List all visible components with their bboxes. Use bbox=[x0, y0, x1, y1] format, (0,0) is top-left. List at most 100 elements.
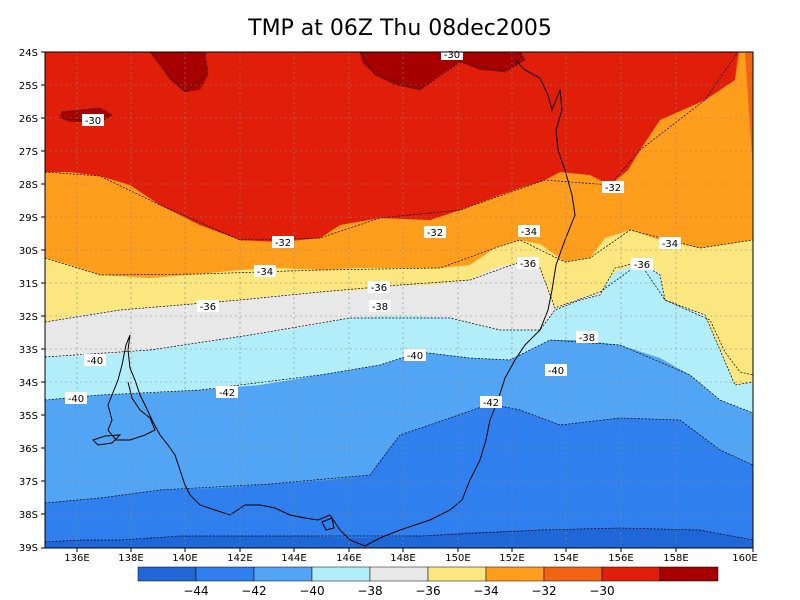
contour-label: -34 bbox=[659, 237, 681, 250]
band-warmest-center bbox=[360, 52, 525, 90]
svg-text:-32: -32 bbox=[275, 238, 291, 249]
lat-label: 26S bbox=[19, 114, 38, 125]
colorbar-swatch bbox=[485, 566, 545, 582]
svg-text:-36: -36 bbox=[371, 283, 387, 294]
lon-label: 160E bbox=[732, 553, 757, 564]
lat-label: 29S bbox=[19, 213, 38, 224]
lat-label: 25S bbox=[19, 81, 38, 92]
contour-label: -42 bbox=[216, 386, 238, 399]
svg-text:-34: -34 bbox=[521, 227, 537, 238]
contour-label: -30 bbox=[441, 48, 463, 61]
colorbar-label: −38 bbox=[357, 584, 382, 598]
longitude-labels: 136E 138E 140E 142E 144E 146E 148E 150E … bbox=[64, 553, 757, 564]
contour-lines bbox=[45, 52, 753, 543]
svg-text:-34: -34 bbox=[662, 239, 678, 250]
contour-label: -32 bbox=[424, 226, 446, 239]
lon-label: 156E bbox=[608, 553, 633, 564]
svg-text:-36: -36 bbox=[634, 260, 650, 271]
colorbar-swatch bbox=[311, 566, 371, 582]
lat-label: 31S bbox=[19, 279, 38, 290]
contour-label: -34 bbox=[518, 225, 540, 238]
colorbar-swatch bbox=[137, 566, 197, 582]
lat-label: 28S bbox=[19, 180, 38, 191]
contour-label: -34 bbox=[254, 265, 276, 278]
svg-text:-40: -40 bbox=[87, 356, 103, 367]
contour-label: -36 bbox=[517, 257, 539, 270]
colorbar-swatch bbox=[543, 566, 603, 582]
lon-label: 154E bbox=[553, 553, 578, 564]
colorbar-label: −34 bbox=[473, 584, 498, 598]
lon-label: 158E bbox=[663, 553, 688, 564]
grid bbox=[45, 52, 753, 548]
band-above-28 bbox=[45, 52, 738, 242]
svg-text:-38: -38 bbox=[372, 302, 388, 313]
contour-label: -36 bbox=[368, 281, 390, 294]
contour-label: -40 bbox=[84, 354, 106, 367]
colorbar-label: −32 bbox=[531, 584, 556, 598]
band-warmest-west bbox=[150, 52, 208, 92]
contour-label: -36 bbox=[631, 258, 653, 271]
lat-label: 30S bbox=[19, 246, 38, 257]
svg-text:-36: -36 bbox=[200, 302, 216, 313]
lon-label: 136E bbox=[64, 553, 89, 564]
contour-label: -38 bbox=[369, 300, 391, 313]
contour-label: -40 bbox=[404, 349, 426, 362]
svg-text:-30: -30 bbox=[444, 50, 460, 61]
colorbar-label: −36 bbox=[415, 584, 440, 598]
colorbar-swatch bbox=[195, 566, 255, 582]
lat-label: 37S bbox=[19, 477, 38, 488]
colorbar-label: −42 bbox=[241, 584, 266, 598]
lon-label: 150E bbox=[445, 553, 470, 564]
svg-text:-36: -36 bbox=[520, 259, 536, 270]
lat-label: 32S bbox=[19, 312, 38, 323]
svg-text:-32: -32 bbox=[605, 183, 621, 194]
colorbar-swatch bbox=[601, 566, 661, 582]
filled-contours bbox=[45, 52, 753, 548]
svg-text:-40: -40 bbox=[407, 351, 423, 362]
colorbar-label: −44 bbox=[183, 584, 208, 598]
colorbar-swatch bbox=[253, 566, 313, 582]
lon-label: 146E bbox=[336, 553, 361, 564]
lat-label: 36S bbox=[19, 444, 38, 455]
colorbar: −44 −42 −40 −38 −36 −34 −32 −30 bbox=[137, 566, 719, 598]
lat-label: 24S bbox=[19, 48, 38, 59]
svg-text:-30: -30 bbox=[85, 116, 101, 127]
svg-text:-40: -40 bbox=[68, 394, 84, 405]
contour-label: -40 bbox=[65, 392, 87, 405]
svg-text:-42: -42 bbox=[483, 398, 499, 409]
contour-label: -32 bbox=[602, 181, 624, 194]
lat-label: 35S bbox=[19, 411, 38, 422]
lat-label: 39S bbox=[19, 543, 38, 554]
contour-label: -42 bbox=[480, 396, 502, 409]
contour-label: -36 bbox=[197, 300, 219, 313]
coastline bbox=[92, 59, 576, 547]
colorbar-label: −40 bbox=[299, 584, 324, 598]
lon-label: 152E bbox=[499, 553, 524, 564]
contour-label: -40 bbox=[545, 364, 567, 377]
lat-label: 33S bbox=[19, 345, 38, 356]
svg-text:-38: -38 bbox=[579, 333, 595, 344]
lon-label: 138E bbox=[118, 553, 143, 564]
latitude-labels: 24S 25S 26S 27S 28S 29S 30S 31S 32S 33S … bbox=[19, 48, 38, 554]
contour-label: -38 bbox=[576, 331, 598, 344]
contour-labels: -30 -30 -32 -32 -32 -34 -34 -34 -36 -36 … bbox=[65, 48, 681, 409]
svg-text:-34: -34 bbox=[257, 267, 273, 278]
lat-label: 38S bbox=[19, 510, 38, 521]
lon-label: 140E bbox=[172, 553, 197, 564]
colorbar-swatch bbox=[659, 566, 719, 582]
map-title: TMP at 06Z Thu 08dec2005 bbox=[248, 16, 552, 41]
lon-label: 148E bbox=[390, 553, 415, 564]
colorbar-swatch bbox=[369, 566, 429, 582]
lon-label: 142E bbox=[227, 553, 252, 564]
axis-ticks bbox=[41, 51, 754, 552]
svg-text:-42: -42 bbox=[219, 388, 235, 399]
svg-text:-32: -32 bbox=[427, 228, 443, 239]
svg-text:-40: -40 bbox=[548, 366, 564, 377]
colorbar-swatch bbox=[427, 566, 487, 582]
lat-label: 27S bbox=[19, 147, 38, 158]
plot-frame bbox=[44, 51, 754, 549]
colorbar-label: −30 bbox=[589, 584, 614, 598]
contour-label: -32 bbox=[272, 236, 294, 249]
lat-label: 34S bbox=[19, 378, 38, 389]
